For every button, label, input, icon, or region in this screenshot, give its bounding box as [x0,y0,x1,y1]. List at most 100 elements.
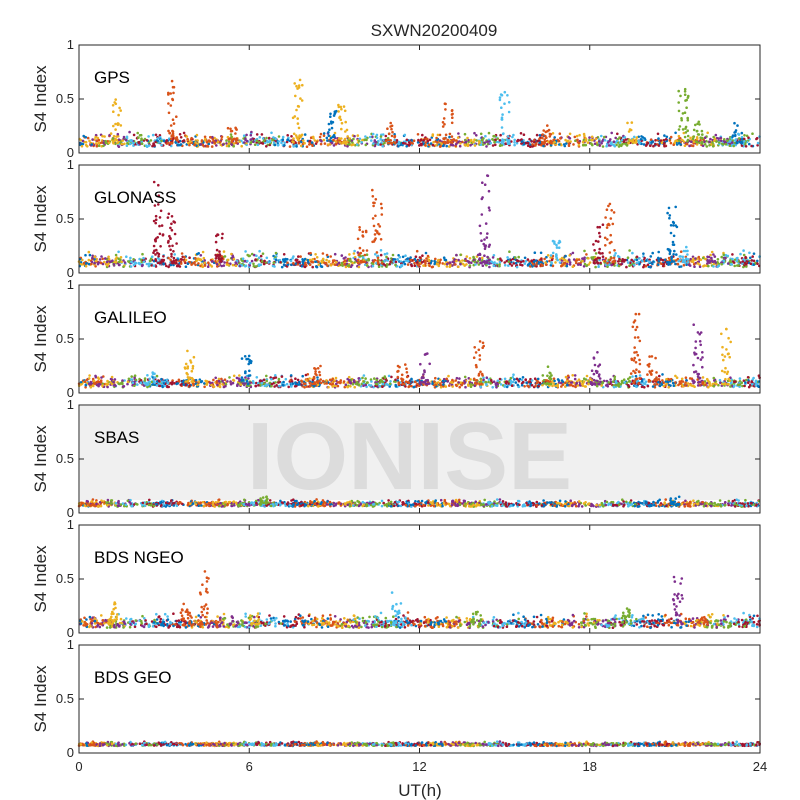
data-point [379,143,383,146]
data-point [436,133,440,137]
data-point [256,143,260,147]
data-point [242,134,246,137]
data-point [413,261,416,265]
data-point [691,384,694,388]
data-point [216,233,219,236]
data-point [445,265,449,268]
data-point [163,384,167,388]
data-point [690,140,693,143]
data-point [545,255,548,259]
data-point [216,254,220,257]
data-point [172,261,176,264]
data-point [154,253,157,256]
data-point [264,384,268,387]
data-point [648,258,651,262]
data-point [379,137,383,141]
data-point [413,264,417,268]
data-point [726,254,730,258]
data-point [517,255,520,259]
data-point [742,265,745,269]
data-point [449,141,452,144]
data-point [688,144,691,148]
data-point [683,93,687,96]
data-point [370,380,373,383]
data-point [565,264,569,268]
data-point [675,143,679,146]
data-point [333,131,337,135]
data-point [475,139,478,142]
data-point [500,143,504,147]
data-point [242,378,245,382]
data-point [199,143,203,146]
data-point [330,126,334,130]
data-point [716,265,719,269]
data-point [90,262,93,266]
data-point [461,262,465,266]
data-point [265,145,268,148]
data-point [181,140,184,143]
data-point [675,253,678,256]
data-point [344,256,347,259]
data-point [418,259,422,262]
data-point [173,232,177,236]
data-point [404,254,407,257]
data-point [410,377,413,381]
data-point [225,139,228,142]
data-point [483,261,486,264]
data-point [734,130,737,134]
data-point [97,141,101,145]
data-point [388,262,392,266]
data-point [680,377,684,381]
data-point [253,253,256,257]
data-point [294,377,297,381]
data-point [488,243,492,247]
data-point [221,379,224,383]
data-point [165,264,168,268]
data-point [603,139,607,142]
data-point [132,133,136,137]
data-point [668,216,671,220]
data-point [470,261,473,265]
data-point [172,250,175,253]
data-point [699,136,702,139]
data-point [738,383,742,386]
data-point [216,265,219,268]
data-point [324,261,328,265]
data-point [332,138,335,142]
data-point [513,378,516,381]
data-point [678,258,682,262]
data-point [91,256,94,260]
data-point [153,380,156,384]
data-point [523,262,527,265]
data-point [245,379,249,383]
data-point [594,239,598,243]
y-axis-label: S4 Index [31,185,50,253]
data-point [532,260,536,264]
data-point [433,380,436,383]
data-point [483,183,487,186]
data-point [609,378,612,381]
data-point [640,142,643,146]
data-point [500,118,504,121]
data-point [510,384,514,387]
data-point [166,382,170,385]
data-point [364,229,368,233]
data-point [390,127,393,131]
data-point [348,259,351,262]
data-point [608,241,612,245]
data-point [260,381,264,385]
data-point [253,143,257,146]
data-point [389,260,392,264]
data-point [124,138,128,142]
data-point [250,130,253,134]
data-point [678,265,681,269]
data-point [686,129,689,132]
data-point [750,144,753,148]
data-point [478,252,482,256]
data-point [499,133,502,137]
data-point [603,259,607,263]
data-point [739,252,742,256]
data-point [386,127,389,130]
data-point [217,379,221,383]
data-point [264,141,267,145]
